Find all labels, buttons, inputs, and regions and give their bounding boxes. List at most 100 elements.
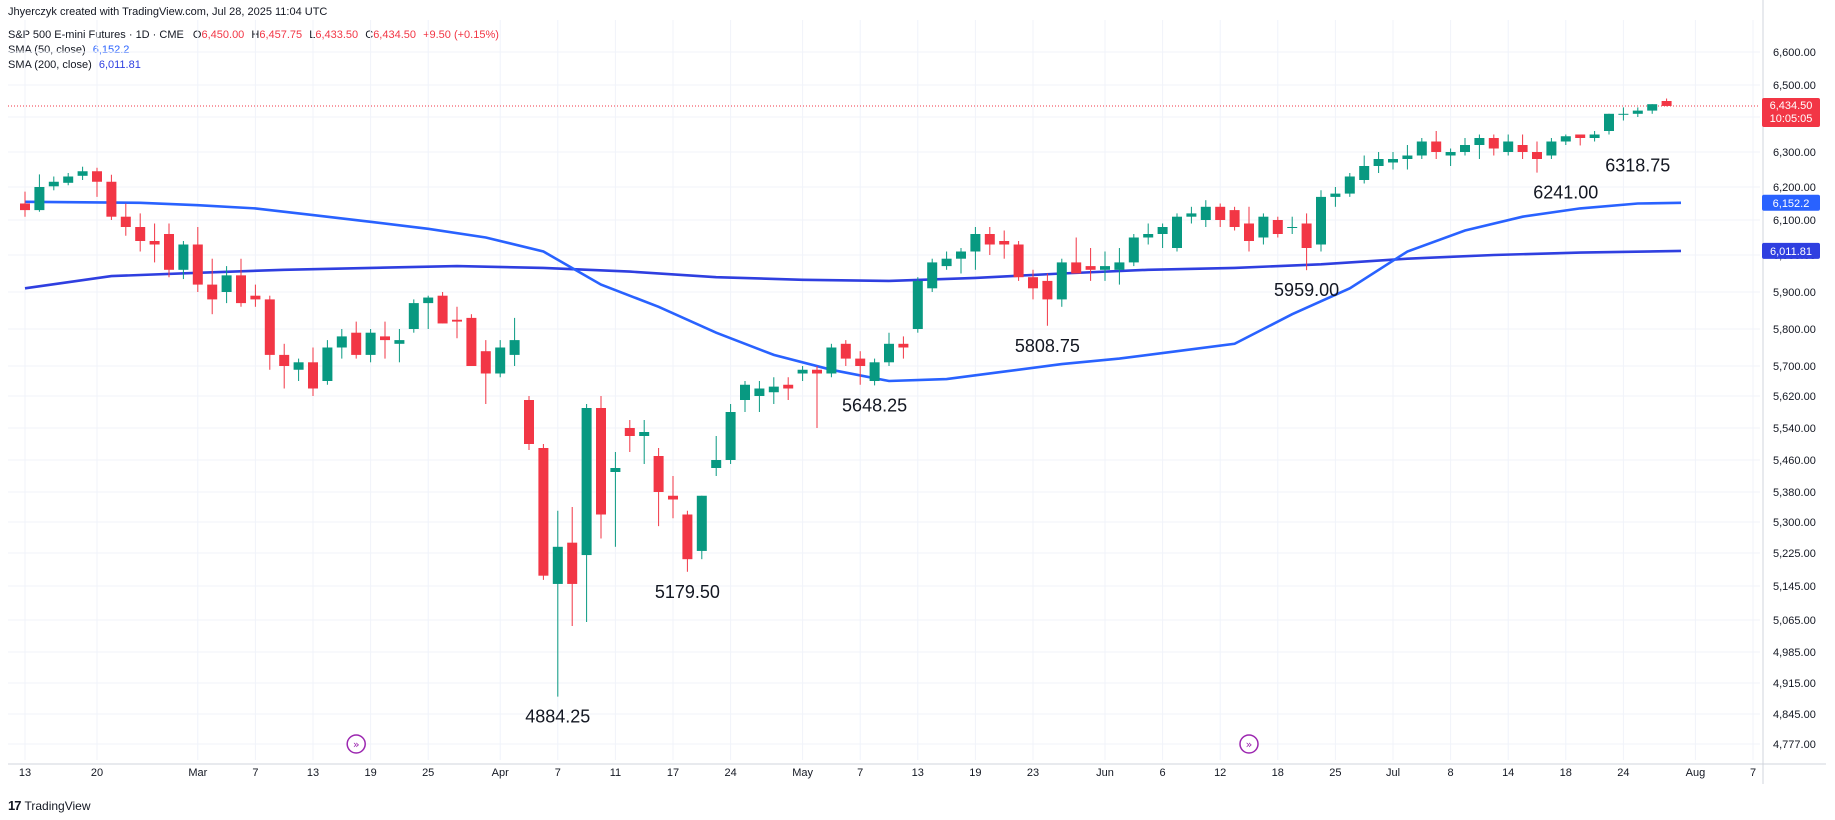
candle-body	[740, 384, 750, 400]
y-tick-label: 5,065.00	[1773, 615, 1816, 627]
y-tick-label: 5,225.00	[1773, 548, 1816, 560]
candle-body	[711, 460, 722, 468]
candle-body	[1316, 196, 1326, 245]
open-value: 6,450.00	[201, 29, 245, 41]
price-annotation: 6318.75	[1605, 155, 1670, 175]
candle-body	[207, 284, 218, 300]
y-tick-label: 5,900.00	[1773, 287, 1816, 299]
price-annotation: 5959.00	[1274, 280, 1339, 300]
candle-body	[1546, 141, 1557, 156]
candle-body	[192, 244, 203, 285]
x-tick-label: 25	[1329, 767, 1341, 779]
candle-body	[480, 351, 491, 374]
candle-body	[1431, 141, 1442, 152]
x-tick-label: Apr	[492, 767, 509, 779]
candle-body	[423, 297, 434, 304]
y-tick-label: 6,600.00	[1773, 47, 1816, 59]
last-price-badge	[1762, 97, 1820, 127]
y-tick-label: 5,300.00	[1773, 517, 1816, 529]
candle-body	[1100, 266, 1110, 270]
candle-body	[1085, 266, 1096, 270]
price-annotations: 4884.25 5179.50 5648.25 5808.75 5959.00 6241.…	[346, 155, 1670, 754]
candle-body	[1186, 213, 1197, 217]
candle-body	[1114, 262, 1125, 270]
low-value: 6,433.50	[315, 29, 359, 41]
candle-body	[408, 303, 419, 329]
x-tick-label: 24	[1617, 767, 1629, 779]
last-price-badge-price: 6,434.50	[1770, 100, 1813, 112]
x-tick-label: 13	[19, 767, 31, 779]
candle-body	[567, 542, 578, 584]
candle-body	[552, 546, 563, 584]
candle-body	[884, 343, 894, 363]
sma50-legend[interactable]: SMA (50, close) 6,152.2	[8, 44, 129, 56]
candle-body	[1042, 280, 1053, 300]
axes: 6,600.006,500.006,400.006,300.006,200.00…	[8, 0, 1826, 784]
candle-body	[466, 317, 477, 366]
y-tick-label: 5,380.00	[1773, 487, 1816, 499]
price-annotation: 5179.50	[655, 582, 720, 602]
price-annotation: 6241.00	[1533, 183, 1598, 203]
candle-body	[768, 386, 779, 393]
candle-body	[1056, 262, 1067, 300]
candle-body	[1416, 141, 1427, 156]
change-value: +9.50 (+0.15%)	[423, 29, 499, 41]
candle-body	[869, 362, 880, 381]
y-tick-label: 5,460.00	[1773, 455, 1816, 467]
x-tick-label: Mar	[188, 767, 207, 779]
candle-body	[1128, 237, 1139, 263]
candle-body	[1172, 216, 1182, 248]
x-tick-label: 23	[1027, 767, 1039, 779]
candle-body	[1330, 193, 1341, 197]
candle-body	[898, 343, 909, 348]
tradingview-footer[interactable]: 17 TradingView	[8, 798, 91, 813]
x-tick-label: 7	[252, 767, 258, 779]
low-label: L	[309, 29, 316, 41]
candle-body	[1661, 101, 1672, 106]
candle-body	[1028, 277, 1038, 289]
candle-body	[1071, 262, 1082, 274]
candle-body	[927, 262, 938, 289]
candle-body	[308, 362, 318, 389]
candle-body	[452, 319, 462, 322]
tradingview-brand: TradingView	[24, 798, 91, 813]
candle-body	[1013, 244, 1024, 278]
x-tick-label: 7	[857, 767, 863, 779]
close-value: 6,434.50	[373, 29, 417, 41]
candles	[20, 98, 1672, 697]
candle-body	[221, 275, 232, 292]
candle-body	[380, 336, 390, 341]
candle-body	[783, 384, 794, 389]
candle-body	[1229, 210, 1240, 227]
candle-body	[1215, 206, 1226, 220]
candle-body	[164, 234, 174, 270]
x-tick-label: 17	[667, 767, 679, 779]
last-price-badge-countdown: 10:05:05	[1770, 113, 1813, 125]
y-tick-label: 4,915.00	[1773, 678, 1816, 690]
candle-body	[264, 299, 275, 355]
candle-body	[351, 332, 362, 355]
sma200-legend[interactable]: SMA (200, close) 6,011.81	[8, 59, 141, 71]
x-tick-label: 19	[364, 767, 376, 779]
event-marker-glyph: »	[1246, 738, 1253, 751]
candle-body	[1503, 141, 1514, 152]
candle-body	[1589, 134, 1600, 138]
grid-lines	[8, 20, 1760, 760]
candle-body	[1445, 152, 1456, 156]
candle-body	[1604, 113, 1614, 131]
candle-body	[1258, 216, 1269, 238]
candle-body	[437, 295, 448, 324]
candle-body	[279, 354, 290, 366]
candle-body	[106, 181, 117, 217]
x-tick-label: 19	[969, 767, 981, 779]
event-marker-glyph: »	[353, 738, 360, 751]
sma200-label: SMA (200, close)	[8, 59, 92, 71]
sma50-badge	[1762, 194, 1820, 211]
candle-body	[581, 408, 592, 556]
x-tick-label: 12	[1214, 767, 1226, 779]
y-tick-label: 5,700.00	[1773, 361, 1816, 373]
y-tick-label: 5,540.00	[1773, 423, 1816, 435]
symbol-name: S&P 500 E-mini Futures · 1D · CME	[8, 29, 184, 41]
x-tick-label: 18	[1272, 767, 1284, 779]
